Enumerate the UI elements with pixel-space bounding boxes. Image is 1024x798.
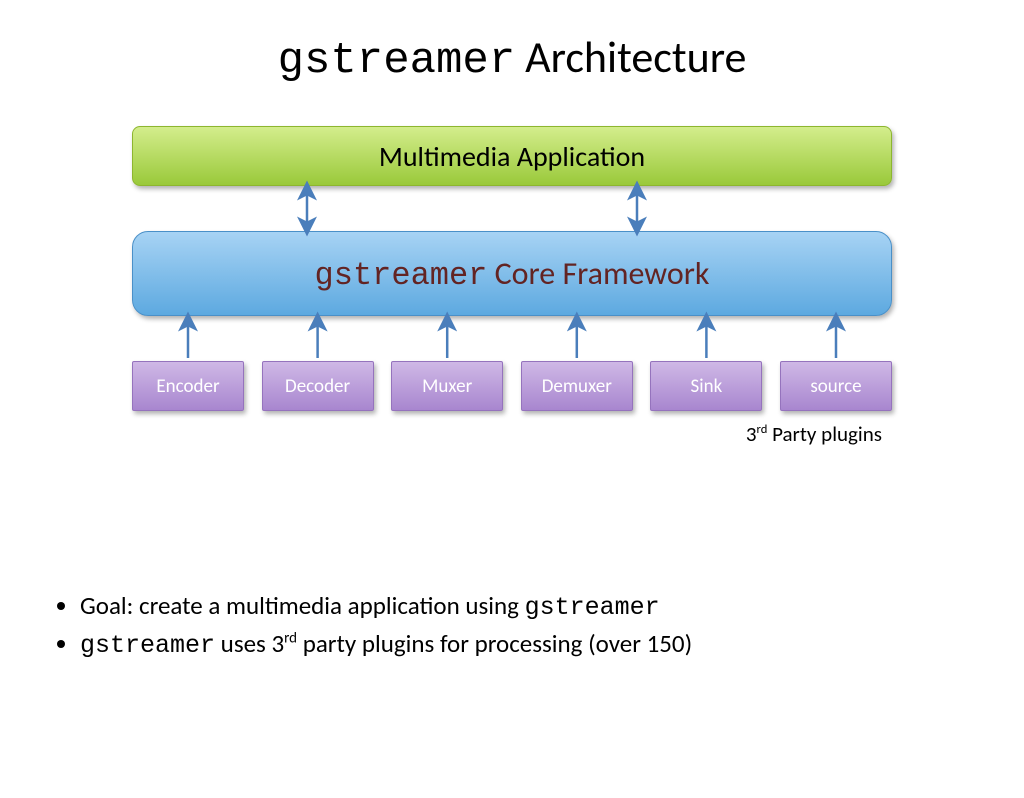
plugins-row: Encoder Decoder Muxer Demuxer Sink source — [132, 361, 892, 411]
app-layer-label: Multimedia Application — [379, 139, 645, 174]
bullet-item: gstreamer uses 3rd party plugins for pro… — [80, 628, 975, 660]
plugin-box: Decoder — [262, 361, 374, 411]
plugin-box: Muxer — [391, 361, 503, 411]
core-layer-mono: gstreamer — [315, 257, 488, 294]
architecture-diagram: Multimedia Application gstreamer Core Fr… — [132, 126, 892, 486]
page-title: gstreamer Architecture — [0, 30, 1024, 86]
bullet-list: Goal: create a multimedia application us… — [55, 590, 975, 666]
plugin-box: source — [780, 361, 892, 411]
core-layer-box: gstreamer Core Framework — [132, 231, 892, 316]
plugin-label: Demuxer — [542, 375, 612, 398]
title-rest: Architecture — [515, 30, 746, 84]
plugin-label: Encoder — [156, 375, 219, 398]
plugin-label: Sink — [691, 375, 723, 398]
title-mono: gstreamer — [278, 36, 516, 86]
plugin-label: Muxer — [422, 375, 472, 398]
plugin-label: source — [810, 375, 861, 398]
plugin-label: Decoder — [285, 375, 350, 398]
bullet-item: Goal: create a multimedia application us… — [80, 590, 975, 622]
plugin-box: Demuxer — [521, 361, 633, 411]
plugins-caption: 3rd Party plugins — [746, 421, 882, 447]
plugin-box: Sink — [650, 361, 762, 411]
core-layer-rest: Core Framework — [487, 254, 709, 293]
app-layer-box: Multimedia Application — [132, 126, 892, 186]
plugin-box: Encoder — [132, 361, 244, 411]
